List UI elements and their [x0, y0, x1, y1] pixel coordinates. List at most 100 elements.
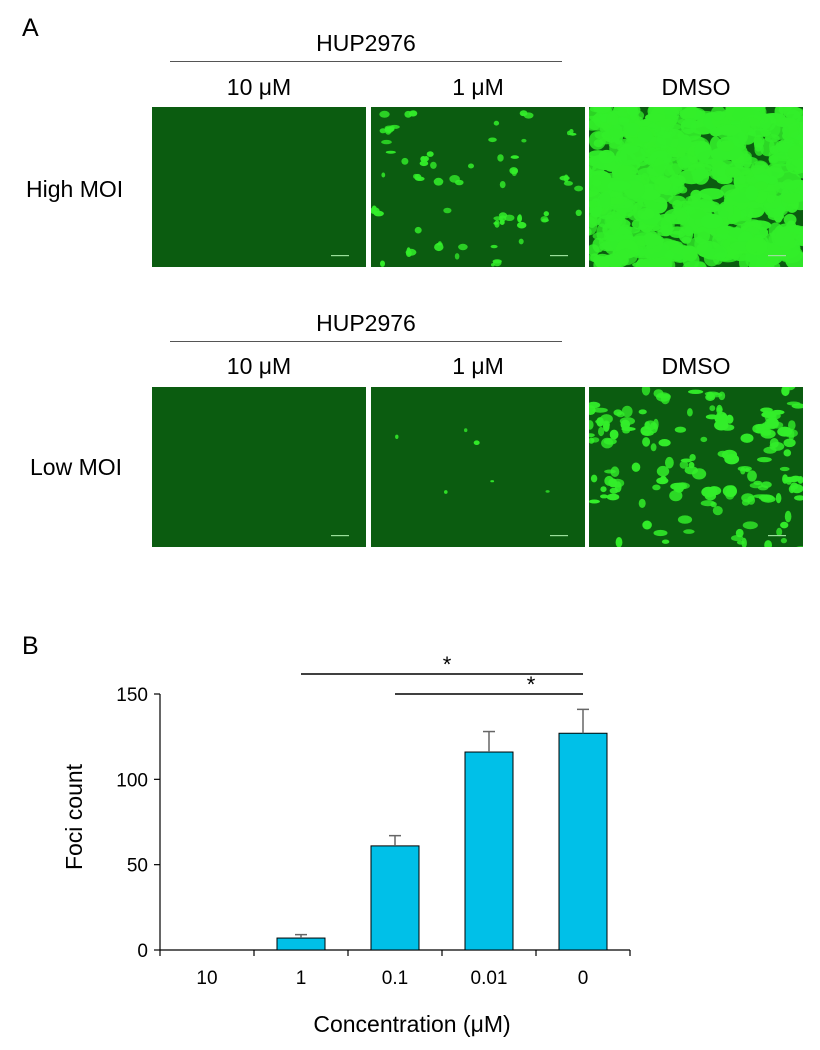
significance-star: *: [443, 652, 452, 677]
fluorescent-focus: [567, 130, 571, 136]
fluorescent-focus: [490, 480, 495, 483]
fluorescent-focus: [685, 195, 699, 205]
x-tick-label: 0.1: [382, 968, 408, 989]
fluorescent-focus: [679, 107, 697, 121]
fluorescent-focus: [681, 245, 698, 261]
significance-star: *: [527, 672, 536, 697]
fluorescent-focus: [753, 480, 762, 485]
fluorescent-focus: [379, 128, 387, 134]
fluorescent-focus: [651, 202, 666, 210]
fluorescent-focus: [663, 208, 688, 225]
y-tick-label: 150: [116, 685, 148, 706]
fluorescent-focus: [499, 219, 505, 225]
fluorescent-focus: [430, 161, 437, 169]
fluorescent-focus: [645, 113, 666, 122]
fluorescent-focus: [757, 457, 772, 463]
fluorescent-focus: [786, 401, 801, 406]
column-label-1um-low: 1 μM: [452, 353, 504, 379]
x-tick-label: 10: [196, 968, 217, 989]
fluorescent-focus: [641, 387, 651, 396]
fluorescent-focus: [605, 234, 620, 242]
fluorescent-focus: [520, 112, 526, 117]
fluorescent-focus: [637, 129, 653, 143]
fluorescent-focus: [589, 200, 599, 208]
fluorescent-focus: [704, 491, 717, 501]
fluorescent-focus: [669, 490, 683, 502]
x-tick-label: 1: [296, 968, 307, 989]
micrograph-low-dmso: [589, 387, 803, 547]
fluorescent-focus: [590, 474, 598, 483]
column-label-10um-low: 10 μM: [226, 353, 292, 379]
treatment-label-high: HUP2976: [316, 30, 416, 56]
fluorescent-focus: [540, 216, 549, 223]
fluorescent-focus: [654, 175, 672, 195]
fluorescent-focus: [652, 484, 661, 491]
fluorescent-focus: [642, 437, 651, 447]
fluorescent-focus: [745, 185, 759, 201]
column-label-dmso-high: DMSO: [661, 74, 731, 100]
fluorescent-focus: [600, 494, 608, 499]
fluorescent-focus: [656, 477, 669, 485]
fluorescent-focus: [679, 461, 689, 469]
fluorescent-focus: [734, 175, 758, 186]
fluorescent-focus: [589, 420, 594, 430]
fluorescent-focus: [700, 500, 716, 507]
fluorescent-focus: [779, 466, 790, 472]
fluorescent-focus: [758, 494, 774, 501]
fluorescent-focus: [592, 407, 608, 413]
fluorescent-focus: [589, 254, 602, 262]
fluorescent-focus: [638, 409, 647, 415]
fluorescent-focus: [420, 156, 427, 162]
micrograph-low-1um: [371, 387, 585, 547]
fluorescent-focus: [559, 175, 570, 181]
fluorescent-focus: [385, 150, 396, 154]
fluorescent-focus: [653, 529, 668, 537]
fluorescent-focus: [691, 169, 714, 177]
scale-bar: [331, 255, 349, 257]
fluorescent-focus: [381, 139, 392, 145]
fluorescent-focus: [777, 426, 793, 437]
fluorescent-focus: [543, 211, 549, 217]
fluorescent-focus: [607, 180, 632, 191]
bar: [276, 937, 326, 951]
fluorescent-focus: [749, 107, 766, 112]
fluorescent-focus: [598, 137, 613, 145]
fluorescent-focus: [666, 157, 684, 176]
fluorescent-focus: [619, 417, 635, 426]
fluorescent-focus: [413, 173, 419, 179]
fluorescent-focus: [708, 164, 734, 182]
fluorescent-focus: [449, 175, 460, 183]
fluorescent-focus: [598, 426, 605, 437]
fluorescent-focus: [788, 420, 796, 431]
fluorescent-focus: [798, 123, 803, 138]
fluorescent-focus: [631, 462, 641, 472]
fluorescent-focus: [600, 192, 611, 209]
fluorescent-focus: [444, 490, 448, 494]
fluorescent-focus: [798, 139, 803, 146]
y-tick-label: 50: [127, 856, 148, 877]
scale-bar: [331, 535, 349, 537]
fluorescent-focus: [683, 226, 694, 237]
y-tick-label: 100: [116, 770, 148, 791]
fluorescent-focus: [589, 433, 595, 438]
fluorescent-focus: [598, 149, 615, 164]
fluorescent-focus: [687, 408, 693, 417]
y-axis-label: Foci count: [61, 763, 87, 870]
fluorescent-focus: [741, 537, 747, 547]
fluorescent-focus: [788, 485, 795, 494]
fluorescent-focus: [545, 490, 550, 493]
fluorescent-focus: [504, 214, 515, 221]
fluorescent-focus: [780, 192, 803, 204]
fluorescent-focus: [745, 251, 757, 267]
fluorescent-focus: [769, 441, 785, 451]
fluorescent-focus: [665, 456, 674, 469]
fluorescent-focus: [638, 498, 646, 508]
fluorescent-focus: [698, 188, 725, 200]
fluorescent-focus: [488, 137, 497, 143]
fluorescent-focus: [619, 145, 646, 165]
fluorescent-focus: [745, 237, 768, 256]
bar: [464, 751, 514, 951]
fluorescent-focus: [426, 151, 434, 157]
fluorescent-focus: [661, 539, 670, 544]
scale-bar: [768, 535, 786, 537]
